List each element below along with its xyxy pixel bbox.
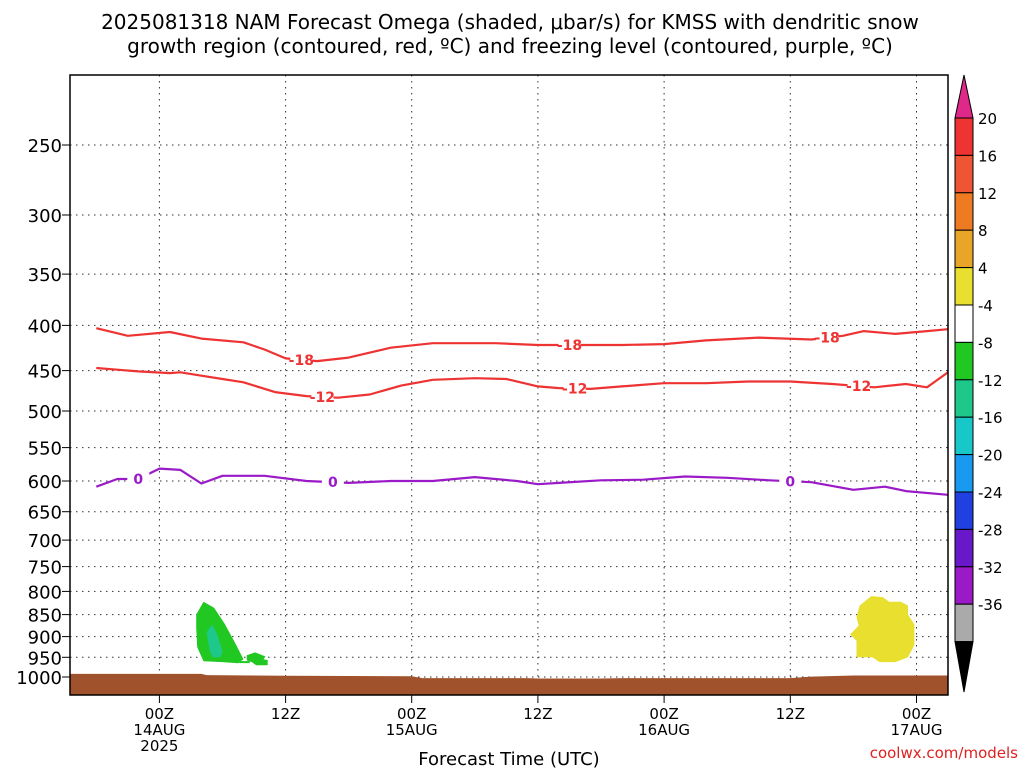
y-tick-label-800: 800 — [28, 582, 62, 603]
y-tick-label-500: 500 — [28, 402, 62, 423]
contour-label-m18-2: -18 — [814, 331, 839, 347]
contour-label-m18-1: -18 — [557, 338, 582, 354]
y-tick-label-600: 600 — [28, 472, 62, 493]
contour-label-m12-2: -12 — [846, 379, 871, 395]
chart-title-line2: growth region (contoured, red, ºC) and f… — [127, 34, 893, 58]
contour-label-bg-1-2 — [847, 378, 870, 394]
omega-shaded-region-3 — [850, 596, 915, 663]
colorbar-label-m4: -4 — [978, 297, 993, 315]
y-tick-label-1000: 1000 — [16, 668, 62, 689]
y-tick-label-900: 900 — [28, 628, 62, 649]
contour-label-m12-1: -12 — [562, 382, 587, 398]
colorbar-label-m16: -16 — [978, 409, 1003, 427]
colorbar-label-4: 4 — [978, 260, 988, 278]
contour-label-0-2: 0 — [785, 474, 795, 490]
colorbar-segment-4 — [954, 267, 974, 306]
colorbar-label-m24: -24 — [978, 484, 1003, 502]
contour-line-m18 — [96, 327, 948, 363]
x-tick-label-12-1: 12Z — [271, 705, 300, 723]
y-tick-label-700: 700 — [28, 531, 62, 552]
y-tick-label-300: 300 — [28, 206, 62, 227]
contour-label-0-0: 0 — [133, 472, 143, 488]
contour-label-bg-2-1 — [321, 474, 344, 491]
contour-label-bg-1-1 — [563, 380, 586, 397]
colorbar-segment-0 — [954, 117, 974, 156]
x-tick-label-36-1: 12Z — [523, 705, 552, 723]
grid-lines — [70, 75, 948, 695]
x-tick-label-72-2: 17AUG — [891, 721, 943, 739]
colorbar-segment-12 — [954, 566, 974, 605]
colorbar-segment-1 — [954, 154, 974, 194]
colorbar-label-12: 12 — [978, 185, 997, 203]
x-tick-label-72-1: 00Z — [902, 705, 931, 723]
contour-label-bg-0-0 — [290, 351, 313, 368]
contour-line-0 — [95, 467, 948, 496]
colorbar-segment-9 — [954, 454, 974, 493]
contour-label-bg-0-1 — [558, 337, 581, 353]
colorbar-label-m28: -28 — [978, 521, 1003, 539]
colorbar-segment-10 — [954, 491, 974, 530]
y-tick-label-950: 950 — [28, 648, 62, 669]
x-tick-label-24-2: 15AUG — [386, 721, 438, 739]
x-tick-label-0-3: 2025 — [140, 737, 178, 755]
chart-title-line1: 2025081318 NAM Forecast Omega (shaded, μ… — [101, 10, 919, 34]
colorbar-segment-11 — [954, 528, 974, 568]
colorbar-label-16: 16 — [978, 147, 997, 165]
omega-shading — [196, 596, 915, 666]
contour-label-m12-0: -12 — [310, 390, 335, 406]
contour-line-m12 — [96, 366, 948, 399]
x-tick-label-48-2: 16AUG — [638, 721, 690, 739]
y-tick-label-750: 750 — [28, 558, 62, 579]
colorbar-label-m20: -20 — [978, 447, 1003, 465]
colorbar-segment-13 — [954, 603, 974, 643]
colorbar-label-m8: -8 — [978, 334, 993, 352]
colorbar-label-20: 20 — [978, 110, 997, 128]
y-tick-label-350: 350 — [28, 265, 62, 286]
colorbar-segment-2 — [954, 192, 974, 231]
colorbar-segment-6 — [954, 341, 974, 381]
x-tick-label-24-1: 00Z — [397, 705, 426, 723]
ground-terrain — [70, 673, 948, 695]
contour-label-bg-0-2 — [816, 329, 839, 346]
y-tick-label-650: 650 — [28, 503, 62, 524]
contour-label-m18-0: -18 — [289, 353, 314, 369]
x-tick-label-60-1: 12Z — [776, 705, 805, 723]
omega-shaded-region-1 — [206, 624, 223, 658]
colorbar-label-m12: -12 — [978, 372, 1003, 390]
y-tick-label-250: 250 — [28, 136, 62, 157]
contour-label-bg-2-2 — [779, 473, 802, 490]
contour-label-bg-1-0 — [311, 388, 334, 405]
contour-label-0-1: 0 — [328, 475, 338, 491]
colorbar: 20 16 12 8 4 -4 -8 -12 -16 -20 -24 -28 -32 -36 — [954, 74, 1003, 693]
contour-label-bg-2-0 — [127, 471, 150, 487]
colorbar-segment-3 — [954, 229, 974, 269]
colorbar-top-arrow — [954, 74, 974, 119]
contour-lines: -18 -18 -18 -12 -12 -12 0 0 0 — [95, 327, 948, 496]
colorbar-segment-8 — [954, 416, 974, 456]
colorbar-label-m36: -36 — [978, 596, 1003, 614]
colorbar-label-8: 8 — [978, 222, 988, 240]
colorbar-segment-5 — [954, 304, 974, 343]
x-tick-label-48-1: 00Z — [649, 705, 678, 723]
colorbar-bottom-arrow — [954, 641, 974, 693]
x-axis-label: Forecast Time (UTC) — [418, 749, 599, 768]
colorbar-label-m32: -32 — [978, 559, 1003, 577]
omega-shaded-region-2 — [246, 652, 268, 666]
y-tick-label-850: 850 — [28, 606, 62, 627]
colorbar-segment-7 — [954, 379, 974, 418]
y-tick-label-450: 450 — [28, 362, 62, 383]
x-tick-label-0-1: 00Z — [145, 705, 174, 723]
x-tick-label-0-2: 14AUG — [133, 721, 185, 739]
omega-shaded-region-0 — [196, 601, 244, 664]
y-tick-label-550: 550 — [28, 439, 62, 460]
credit-text: coolwx.com/models — [870, 744, 1018, 762]
plot-frame — [69, 74, 949, 696]
y-tick-label-400: 400 — [28, 316, 62, 337]
